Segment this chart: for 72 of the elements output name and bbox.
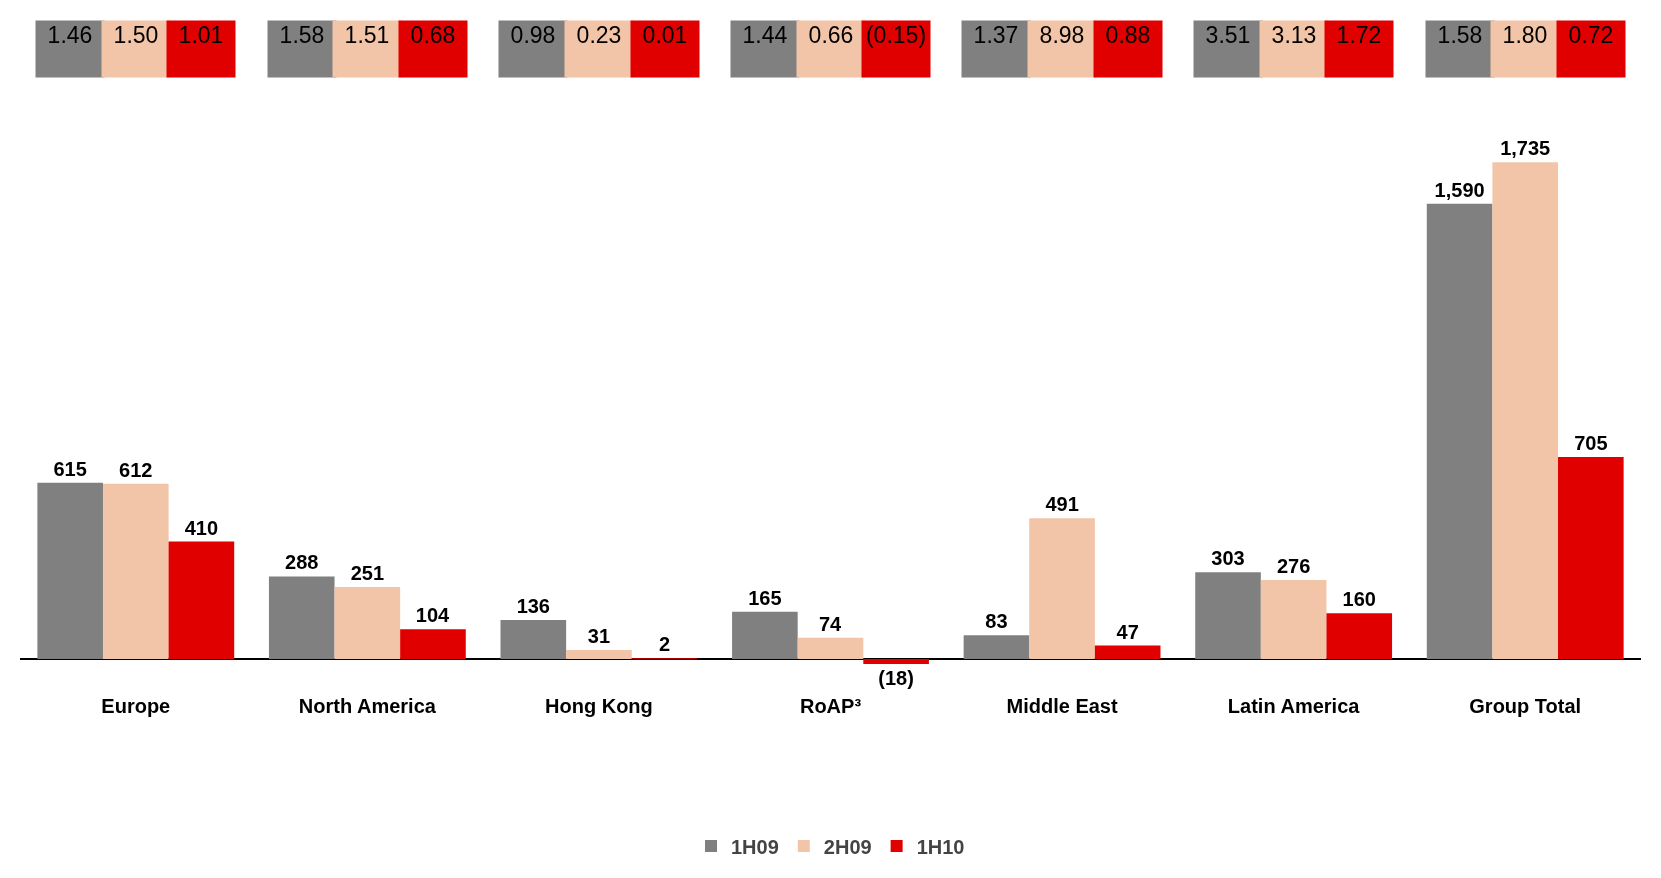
- x-tick-label: Group Total: [1469, 695, 1582, 717]
- x-tick-label: North America: [298, 695, 437, 717]
- bar: [268, 576, 335, 659]
- data-label: 612: [119, 458, 153, 481]
- text: 3.13: [1271, 22, 1317, 48]
- bar: [863, 658, 929, 665]
- data-label: 491: [1045, 493, 1079, 516]
- bar: [1029, 518, 1095, 659]
- bar: [732, 611, 798, 659]
- data-label: 705: [1574, 432, 1608, 455]
- bar: [566, 650, 632, 659]
- x-tick-label: RoAP³: [799, 695, 862, 717]
- text: (0.15): [865, 22, 927, 48]
- text: 3.51: [1205, 22, 1251, 48]
- data-label: 165: [748, 586, 782, 609]
- text: 0.72: [1568, 22, 1614, 48]
- text: 0.01: [642, 22, 688, 48]
- data-label: 2: [658, 633, 671, 656]
- data-label: 74: [818, 612, 843, 635]
- data-label: 104: [415, 604, 451, 627]
- data-label: (18): [878, 667, 914, 690]
- data-label: 31: [587, 625, 611, 648]
- bar: [500, 620, 567, 659]
- text: 1.01: [178, 22, 224, 48]
- data-label: 160: [1342, 588, 1376, 611]
- text: 1.80: [1502, 22, 1548, 48]
- bar: [168, 541, 235, 659]
- data-label: 47: [1116, 620, 1139, 643]
- text: 1.50: [113, 22, 159, 48]
- text: 0.66: [808, 22, 854, 48]
- text: 0.88: [1105, 22, 1151, 48]
- data-label: 288: [285, 551, 319, 574]
- text: 1.51: [344, 22, 390, 48]
- bar: [1426, 203, 1493, 659]
- bar: [963, 635, 1030, 659]
- text: 0.98: [510, 22, 556, 48]
- legend-label: 1H09: [731, 835, 779, 858]
- text: 0.23: [576, 22, 622, 48]
- bar: [1260, 579, 1327, 659]
- data-label: 276: [1276, 554, 1311, 577]
- text: 1.72: [1336, 22, 1382, 48]
- text: 8.98: [1039, 22, 1085, 48]
- data-label: 1,735: [1500, 137, 1551, 160]
- data-label: 303: [1211, 547, 1245, 570]
- x-tick-label: Hong Kong: [545, 695, 653, 717]
- bar: [797, 637, 864, 659]
- text: 1.58: [279, 22, 325, 48]
- text: 1.58: [1437, 22, 1483, 48]
- text: 1.46: [47, 22, 93, 48]
- data-label: 1,590: [1434, 178, 1485, 201]
- bar: [1558, 457, 1624, 659]
- x-tick-label: Europe: [101, 695, 171, 717]
- bar: [102, 483, 169, 659]
- legend-label: 1H10: [916, 835, 965, 858]
- text: 1.37: [973, 22, 1019, 48]
- bar: [1326, 613, 1393, 659]
- data-label: 410: [184, 516, 219, 539]
- x-tick-label: Middle East: [1006, 695, 1118, 717]
- data-label: 83: [985, 610, 1008, 633]
- bar: [1195, 572, 1261, 659]
- text: 0.68: [410, 22, 456, 48]
- data-label: 615: [53, 457, 87, 480]
- x-tick-label: Latin America: [1227, 695, 1361, 717]
- bar: [400, 629, 466, 659]
- bar: [1094, 645, 1161, 659]
- text: 1.44: [742, 22, 788, 48]
- bar: [37, 482, 103, 659]
- bar: [1492, 162, 1559, 659]
- legend-label: 2H09: [823, 835, 872, 858]
- data-label: 251: [350, 562, 385, 585]
- data-label: 136: [516, 595, 550, 618]
- bar: [334, 587, 401, 659]
